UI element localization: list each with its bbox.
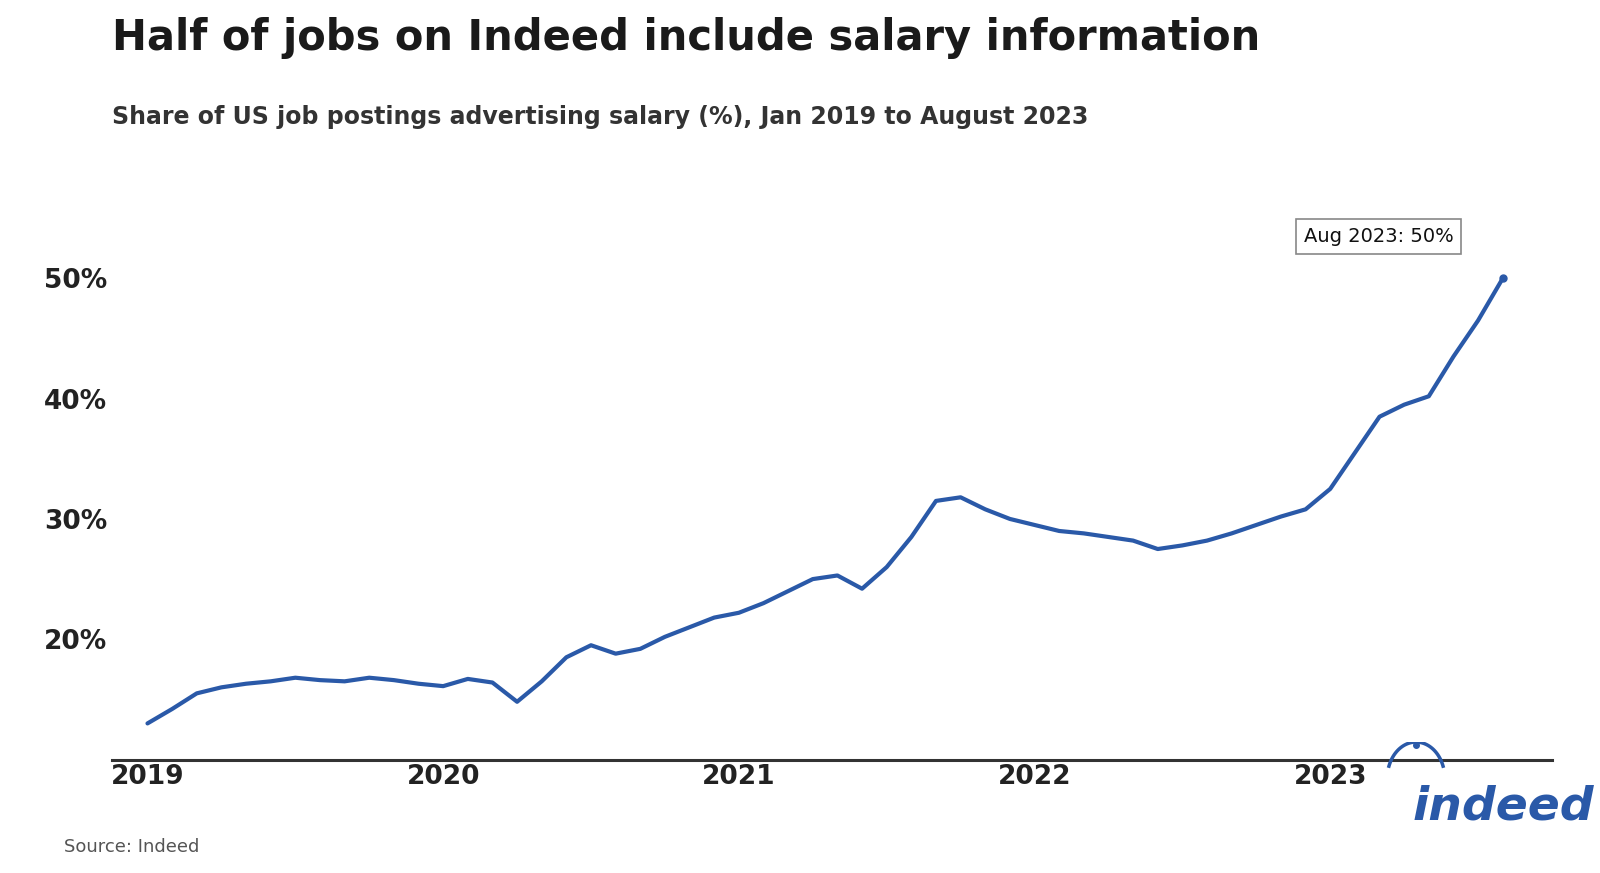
Text: Half of jobs on Indeed include salary information: Half of jobs on Indeed include salary in… [112,17,1261,59]
Text: indeed: indeed [1413,784,1595,829]
Text: Share of US job postings advertising salary (%), Jan 2019 to August 2023: Share of US job postings advertising sal… [112,105,1088,128]
Text: Aug 2023: 50%: Aug 2023: 50% [1304,227,1453,246]
Text: Source: Indeed: Source: Indeed [64,837,200,856]
